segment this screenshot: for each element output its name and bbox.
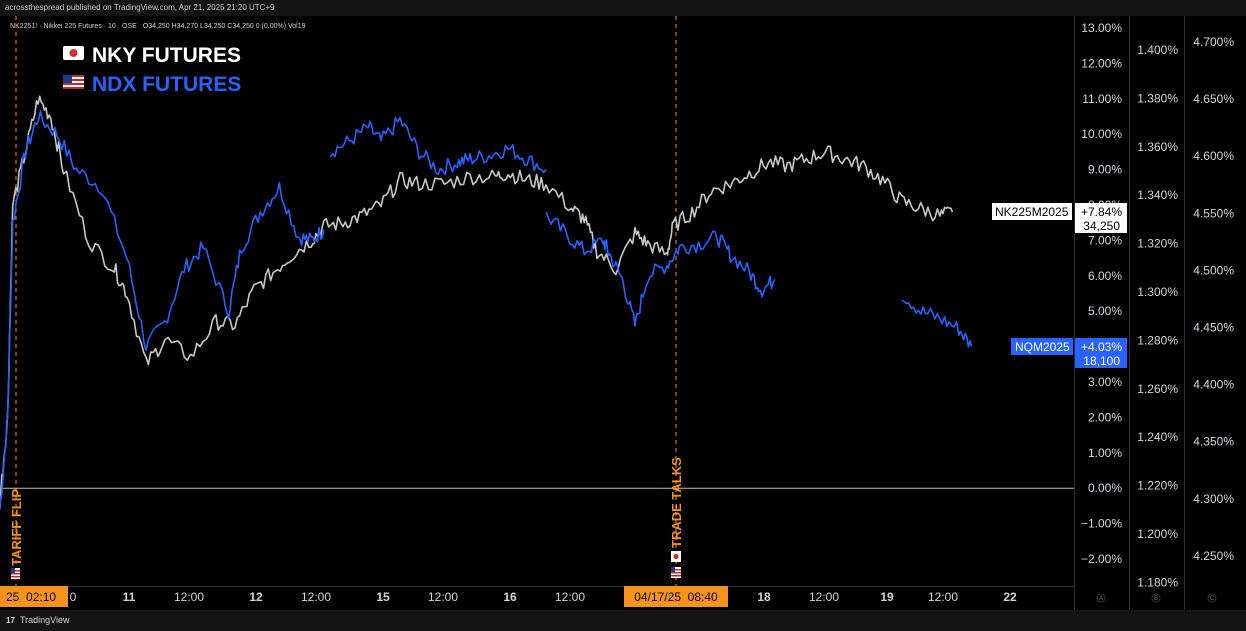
axis-b-tick-label: 1.380%	[1137, 91, 1178, 105]
chart-panel[interactable]: NK2251! · Nikkei 225 Futures · 10 · OSE O…	[0, 16, 1246, 612]
axis-b-tick-label: 1.280%	[1137, 333, 1178, 347]
x-tick-label: 11	[123, 590, 136, 604]
nky-tag-pct: +7.84%	[1081, 205, 1122, 219]
axis-a-tick-label: 13.00%	[1081, 21, 1122, 35]
axis-c-tick-label: 4.250%	[1193, 549, 1234, 563]
axis-b-tick-label: 1.400%	[1137, 43, 1178, 57]
x-tick-label: 16	[503, 590, 517, 604]
percent-axis-b[interactable]: 1.400% 1.380% 1.360% 1.340% 1.320% 1.300% 1.28…	[1137, 43, 1178, 589]
x-tick-label: 19	[880, 590, 894, 604]
symbol-info: NK2251! · Nikkei 225 Futures · 10 · OSE O…	[10, 23, 306, 30]
x-tick-label: 22	[1003, 590, 1017, 604]
axis-a-tick-label: −1.00%	[1081, 517, 1122, 531]
nky-tag-price: 34,250	[1083, 219, 1120, 233]
legend: NKY FUTURES NDX FUTURES	[63, 44, 241, 96]
x-tick-label: 12	[249, 590, 263, 604]
axis-b-tick-label: 1.220%	[1137, 479, 1178, 493]
published-text: acrossthespread published on TradingView…	[5, 3, 275, 12]
nky-series-line-0	[0, 95, 954, 506]
axis-b-marker: B	[1154, 596, 1158, 602]
x-tick-label-partial: 0	[70, 590, 77, 604]
axis-a-tick-label: 1.00%	[1088, 446, 1122, 460]
axis-c-tick-label: 4.600%	[1193, 149, 1234, 163]
ndx-tag-pct: +4.03%	[1081, 340, 1122, 354]
axis-c-tick-label: 4.450%	[1193, 321, 1234, 335]
ndx-series-line-3	[901, 299, 973, 348]
axis-c-tick-label: 4.650%	[1193, 92, 1234, 106]
trade-talks-time-badge: 04/17/25 08:40	[624, 586, 728, 607]
axis-a-tick-label: 2.00%	[1088, 410, 1122, 424]
percent-axis-c[interactable]: 4.700% 4.650% 4.600% 4.550% 4.500% 4.450% 4.40…	[1193, 35, 1234, 563]
x-tick-label: 12:00	[301, 590, 331, 604]
time-axis[interactable]: 11 12:00 12 12:00 15 12:00 16 12:00 18 12:00 19 12:…	[70, 590, 1017, 604]
ndx-price-tag: NQM2025 +4.03% 18,100	[1011, 338, 1127, 368]
japan-flag-icon	[671, 551, 681, 562]
x-tick-label: 12:00	[428, 590, 458, 604]
axis-a-tick-label: 12.00%	[1081, 56, 1122, 70]
ndx-tag-name: NQM2025	[1015, 340, 1070, 354]
ndx-tag-price: 18,100	[1083, 354, 1120, 368]
axis-b-tick-label: 1.200%	[1137, 527, 1178, 541]
x-tick-label: 12:00	[928, 590, 958, 604]
axis-b-tick-label: 1.260%	[1137, 382, 1178, 396]
ndx-series	[0, 110, 973, 510]
axis-b-tick-label: 1.180%	[1137, 575, 1178, 589]
tariff-flip-time: 25 02:10	[6, 590, 56, 604]
axis-a-marker: A	[1099, 596, 1103, 602]
published-header: acrossthespread published on TradingView…	[0, 0, 1246, 16]
axis-a-tick-label: 3.00%	[1088, 375, 1122, 389]
axis-b-tick-label: 1.340%	[1137, 188, 1178, 202]
japan-flag-icon	[63, 46, 84, 60]
axis-a-tick-label: 5.00%	[1088, 304, 1122, 318]
tariff-flip-time-badge: 25 02:10	[0, 586, 68, 607]
x-tick-label: 12:00	[174, 590, 204, 604]
axis-a-tick-label: 11.00%	[1082, 92, 1122, 106]
us-flag-icon	[63, 75, 84, 89]
axis-a-tick-label: 7.00%	[1088, 233, 1122, 247]
nky-tag-name: NK225M2025	[995, 205, 1069, 219]
nky-series	[0, 95, 954, 506]
axis-c-tick-label: 4.350%	[1193, 435, 1234, 449]
axis-b-tick-label: 1.240%	[1137, 430, 1178, 444]
axis-a-tick-label: 10.00%	[1081, 127, 1122, 141]
ndx-series-line-0	[0, 110, 325, 510]
us-flag-icon	[671, 567, 681, 578]
x-tick-label: 12:00	[809, 590, 839, 604]
x-tick-label: 18	[757, 590, 771, 604]
trade-talks-time: 04/17/25 08:40	[634, 590, 718, 604]
axis-a-tick-label: 0.00%	[1088, 481, 1122, 495]
axis-c-tick-label: 4.500%	[1193, 263, 1234, 277]
footer: 17 TradingView	[0, 610, 1246, 631]
ndx-series-line-2	[545, 211, 776, 328]
tradingview-logo-icon: 17	[6, 616, 15, 625]
axis-c-tick-label: 4.400%	[1193, 378, 1234, 392]
axis-a-tick-label: 9.00%	[1088, 163, 1122, 177]
x-tick-label: 15	[376, 590, 390, 604]
legend-nky-label: NKY FUTURES	[92, 44, 241, 67]
axis-c-tick-label: 4.550%	[1193, 206, 1234, 220]
tariff-flip-label: TARIFF FLIP	[9, 489, 24, 566]
tariff-flip-event-label: TARIFF FLIP	[9, 489, 24, 579]
axis-b-tick-label: 1.320%	[1137, 237, 1178, 251]
axis-b-tick-label: 1.300%	[1137, 285, 1178, 299]
axis-a-tick-label: 6.00%	[1088, 269, 1122, 283]
x-tick-label: 12:00	[555, 590, 585, 604]
axis-c-tick-label: 4.700%	[1193, 35, 1234, 49]
us-flag-icon	[11, 568, 20, 579]
legend-ndx-label: NDX FUTURES	[92, 73, 241, 96]
axis-b-tick-label: 1.360%	[1137, 140, 1178, 154]
axis-c-tick-label: 4.300%	[1193, 492, 1234, 506]
footer-brand: TradingView	[20, 615, 70, 625]
nky-price-tag: NK225M2025 +7.84% 34,250	[992, 203, 1127, 233]
ndx-series-line-1	[329, 116, 547, 176]
axis-c-marker: C	[1210, 596, 1215, 602]
trade-talks-label: TRADE TALKS	[669, 457, 684, 548]
trade-talks-event-label: TRADE TALKS	[669, 457, 684, 578]
axis-a-tick-label: −2.00%	[1081, 552, 1122, 566]
chart-svg[interactable]: NK2251! · Nikkei 225 Futures · 10 · OSE O…	[0, 16, 1246, 612]
